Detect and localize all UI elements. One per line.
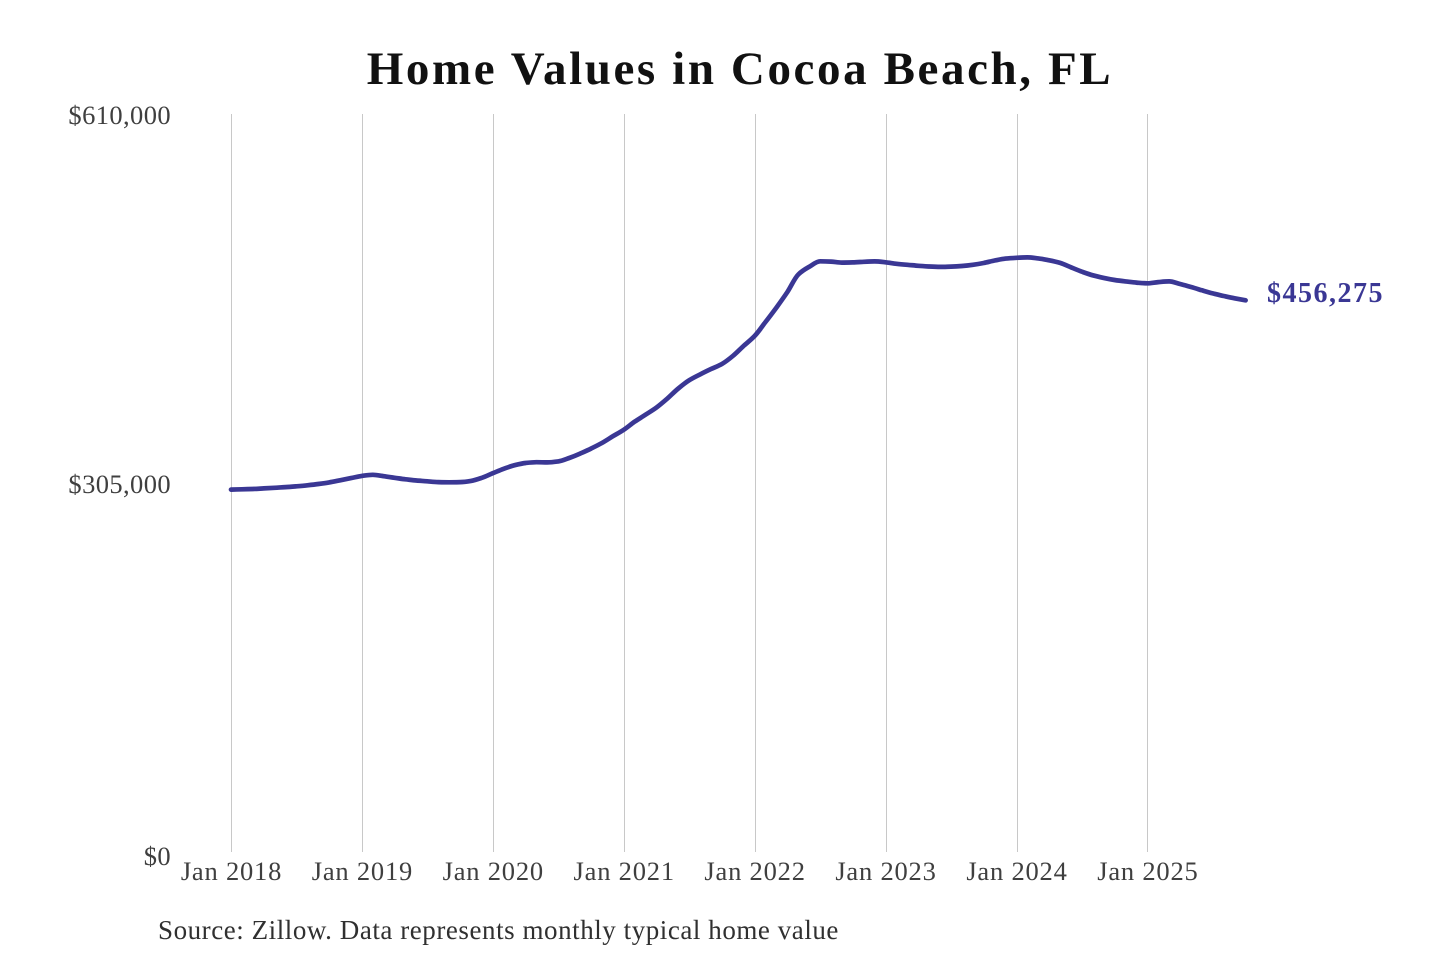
svg-text:Jan 2023: Jan 2023 bbox=[835, 856, 936, 886]
svg-text:Jan 2022: Jan 2022 bbox=[704, 856, 805, 886]
svg-text:Jan 2019: Jan 2019 bbox=[312, 856, 413, 886]
svg-text:$305,000: $305,000 bbox=[68, 469, 171, 499]
svg-text:Home Values in Cocoa Beach, FL: Home Values in Cocoa Beach, FL bbox=[367, 43, 1113, 95]
svg-text:$0: $0 bbox=[144, 841, 171, 871]
svg-text:Jan 2025: Jan 2025 bbox=[1097, 856, 1198, 886]
svg-text:Source: Zillow. Data represent: Source: Zillow. Data represents monthly … bbox=[158, 915, 839, 945]
svg-text:Jan 2021: Jan 2021 bbox=[574, 856, 675, 886]
svg-text:Jan 2020: Jan 2020 bbox=[443, 856, 544, 886]
svg-text:$610,000: $610,000 bbox=[68, 100, 171, 130]
svg-text:$456,275: $456,275 bbox=[1267, 278, 1384, 309]
svg-text:Jan 2018: Jan 2018 bbox=[181, 856, 282, 886]
svg-text:Jan 2024: Jan 2024 bbox=[966, 856, 1067, 886]
